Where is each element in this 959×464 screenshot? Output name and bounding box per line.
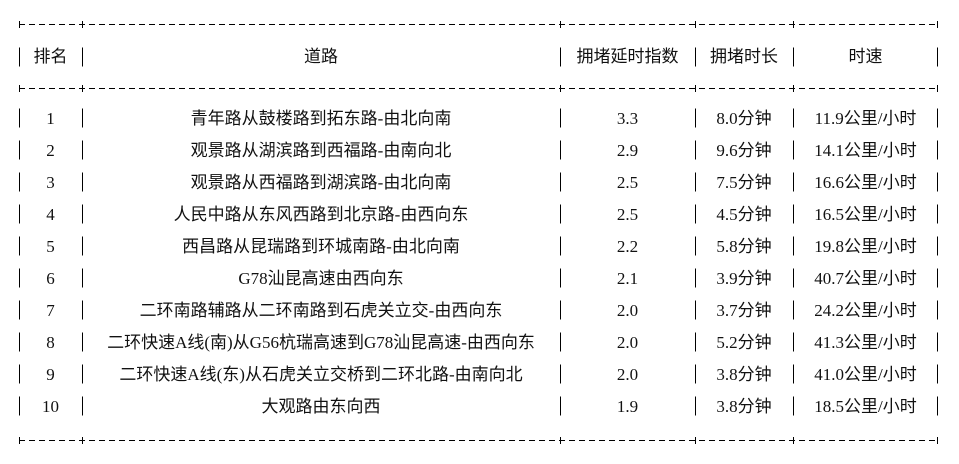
table-header-row: 排名 道路 拥堵延时指数 拥堵时长 时速 — [19, 28, 938, 85]
rank-cell: 10 — [19, 390, 82, 422]
duration-cell: 5.2分钟 — [695, 326, 793, 358]
road-cell: 青年路从鼓楼路到拓东路-由北向南 — [82, 102, 560, 134]
duration-cell: 7.5分钟 — [695, 166, 793, 198]
rank-cell: 6 — [19, 262, 82, 294]
traffic-congestion-ranking-table: 排名 道路 拥堵延时指数 拥堵时长 时速 1 青年路从鼓楼路到拓东路-由北向南 … — [19, 21, 938, 444]
rank-cell: 5 — [19, 230, 82, 262]
road-cell: 人民中路从东风西路到北京路-由西向东 — [82, 198, 560, 230]
rank-cell: 8 — [19, 326, 82, 358]
table-row: 4 人民中路从东风西路到北京路-由西向东 2.5 4.5分钟 16.5公里/小时 — [19, 198, 938, 230]
speed-cell: 18.5公里/小时 — [793, 390, 938, 422]
rank-cell: 7 — [19, 294, 82, 326]
speed-cell: 11.9公里/小时 — [793, 102, 938, 134]
duration-cell: 4.5分钟 — [695, 198, 793, 230]
table-row: 8 二环快速A线(南)从G56杭瑞高速到G78汕昆高速-由西向东 2.0 5.2… — [19, 326, 938, 358]
col-header-delay-index: 拥堵延时指数 — [560, 28, 695, 85]
road-cell: 二环快速A线(南)从G56杭瑞高速到G78汕昆高速-由西向东 — [82, 326, 560, 358]
delay-index-cell: 2.0 — [560, 358, 695, 390]
speed-cell: 16.6公里/小时 — [793, 166, 938, 198]
col-header-duration: 拥堵时长 — [695, 28, 793, 85]
rank-cell: 4 — [19, 198, 82, 230]
speed-cell: 16.5公里/小时 — [793, 198, 938, 230]
rank-cell: 1 — [19, 102, 82, 134]
table-border-bottom — [19, 437, 938, 444]
road-cell: G78汕昆高速由西向东 — [82, 262, 560, 294]
col-header-rank: 排名 — [19, 28, 82, 85]
table-row: 9 二环快速A线(东)从石虎关立交桥到二环北路-由南向北 2.0 3.8分钟 4… — [19, 358, 938, 390]
delay-index-cell: 2.5 — [560, 166, 695, 198]
col-header-speed: 时速 — [793, 28, 938, 85]
road-cell: 观景路从西福路到湖滨路-由北向南 — [82, 166, 560, 198]
table-row: 7 二环南路辅路从二环南路到石虎关立交-由西向东 2.0 3.7分钟 24.2公… — [19, 294, 938, 326]
speed-cell: 41.3公里/小时 — [793, 326, 938, 358]
delay-index-cell: 2.2 — [560, 230, 695, 262]
duration-cell: 5.8分钟 — [695, 230, 793, 262]
duration-cell: 8.0分钟 — [695, 102, 793, 134]
delay-index-cell: 2.0 — [560, 326, 695, 358]
table-row: 1 青年路从鼓楼路到拓东路-由北向南 3.3 8.0分钟 11.9公里/小时 — [19, 102, 938, 134]
delay-index-cell: 2.0 — [560, 294, 695, 326]
speed-cell: 19.8公里/小时 — [793, 230, 938, 262]
delay-index-cell: 2.9 — [560, 134, 695, 166]
table-row: 2 观景路从湖滨路到西福路-由南向北 2.9 9.6分钟 14.1公里/小时 — [19, 134, 938, 166]
table-row: 3 观景路从西福路到湖滨路-由北向南 2.5 7.5分钟 16.6公里/小时 — [19, 166, 938, 198]
speed-cell: 24.2公里/小时 — [793, 294, 938, 326]
speed-cell: 41.0公里/小时 — [793, 358, 938, 390]
rank-cell: 9 — [19, 358, 82, 390]
duration-cell: 3.7分钟 — [695, 294, 793, 326]
road-cell: 观景路从湖滨路到西福路-由南向北 — [82, 134, 560, 166]
speed-cell: 40.7公里/小时 — [793, 262, 938, 294]
rank-cell: 3 — [19, 166, 82, 198]
col-header-road: 道路 — [82, 28, 560, 85]
table-border-top — [19, 21, 938, 28]
table-row: 10 大观路由东向西 1.9 3.8分钟 18.5公里/小时 — [19, 390, 938, 422]
table-row: 6 G78汕昆高速由西向东 2.1 3.9分钟 40.7公里/小时 — [19, 262, 938, 294]
table-row: 5 西昌路从昆瑞路到环城南路-由北向南 2.2 5.8分钟 19.8公里/小时 — [19, 230, 938, 262]
road-cell: 二环南路辅路从二环南路到石虎关立交-由西向东 — [82, 294, 560, 326]
road-cell: 大观路由东向西 — [82, 390, 560, 422]
delay-index-cell: 3.3 — [560, 102, 695, 134]
delay-index-cell: 2.5 — [560, 198, 695, 230]
duration-cell: 3.9分钟 — [695, 262, 793, 294]
duration-cell: 3.8分钟 — [695, 358, 793, 390]
header-divider — [19, 85, 938, 92]
table-body: 1 青年路从鼓楼路到拓东路-由北向南 3.3 8.0分钟 11.9公里/小时 2… — [19, 92, 938, 437]
road-cell: 西昌路从昆瑞路到环城南路-由北向南 — [82, 230, 560, 262]
delay-index-cell: 1.9 — [560, 390, 695, 422]
road-cell: 二环快速A线(东)从石虎关立交桥到二环北路-由南向北 — [82, 358, 560, 390]
duration-cell: 3.8分钟 — [695, 390, 793, 422]
delay-index-cell: 2.1 — [560, 262, 695, 294]
duration-cell: 9.6分钟 — [695, 134, 793, 166]
rank-cell: 2 — [19, 134, 82, 166]
speed-cell: 14.1公里/小时 — [793, 134, 938, 166]
